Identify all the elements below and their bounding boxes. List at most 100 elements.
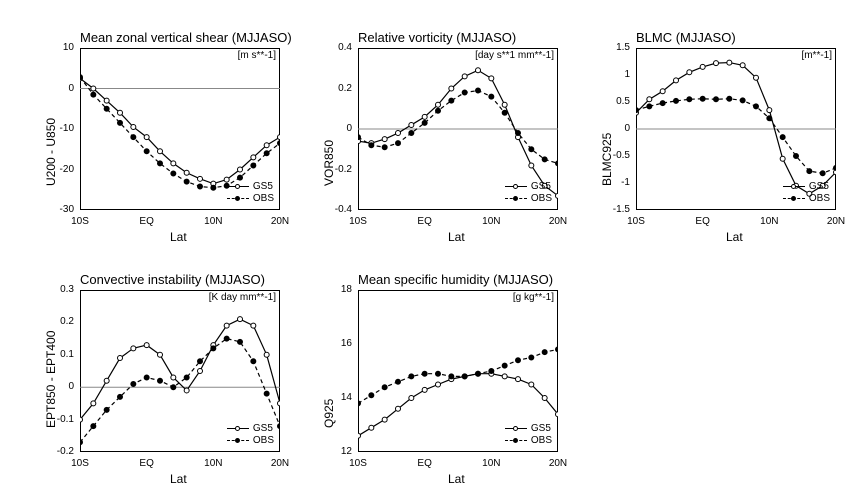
obs-marker <box>636 108 639 113</box>
obs-marker <box>727 96 732 101</box>
legend-label: GS5 <box>809 181 829 192</box>
obs-marker <box>714 97 719 102</box>
gs5-marker <box>184 170 189 175</box>
obs-marker <box>674 98 679 103</box>
y-tick-label: -0.4 <box>322 204 352 215</box>
obs-marker <box>264 391 269 396</box>
obs-marker <box>171 385 176 390</box>
y-tick-label: 0 <box>322 123 352 134</box>
obs-marker <box>542 157 547 162</box>
legend-swatch <box>505 440 527 441</box>
obs-marker <box>529 355 534 360</box>
obs-marker <box>131 381 136 386</box>
legend-label: OBS <box>253 193 274 204</box>
gs5-marker <box>158 149 163 154</box>
y-tick-label: -1.5 <box>600 204 630 215</box>
obs-line <box>358 91 558 164</box>
y-tick-label: 16 <box>322 338 352 349</box>
obs-marker <box>422 120 427 125</box>
legend-marker-icon <box>235 196 240 201</box>
obs-marker <box>104 407 109 412</box>
gs5-marker <box>687 70 692 75</box>
obs-marker <box>198 184 203 189</box>
panel-p1: Mean zonal vertical shear (MJJASO)[m s**… <box>80 48 280 210</box>
gs5-marker <box>382 137 387 142</box>
legend: GS5OBS <box>505 422 552 446</box>
legend-item: GS5 <box>227 180 274 192</box>
obs-marker <box>516 131 521 136</box>
gs5-marker <box>144 343 149 348</box>
y-tick-label: -1 <box>600 177 630 188</box>
gs5-marker <box>502 374 507 379</box>
legend-label: OBS <box>531 435 552 446</box>
x-tick-label: 10N <box>201 458 225 469</box>
obs-marker <box>251 359 256 364</box>
obs-marker <box>171 171 176 176</box>
obs-marker <box>422 371 427 376</box>
obs-marker <box>396 141 401 146</box>
legend-marker-icon <box>513 184 518 189</box>
obs-marker <box>489 369 494 374</box>
obs-line <box>358 349 558 403</box>
y-tick-label: 0.2 <box>322 83 352 94</box>
obs-marker <box>660 101 665 106</box>
gs5-marker <box>489 76 494 81</box>
y-tick-label: 0.3 <box>44 284 74 295</box>
legend-label: OBS <box>253 435 274 446</box>
obs-marker <box>767 116 772 121</box>
gs5-marker <box>238 167 243 172</box>
gs5-marker <box>224 323 229 328</box>
obs-marker <box>91 424 96 429</box>
gs5-marker <box>171 375 176 380</box>
legend-item: GS5 <box>783 180 830 192</box>
obs-marker <box>158 161 163 166</box>
gs5-marker <box>409 396 414 401</box>
legend-item: OBS <box>505 192 552 204</box>
obs-marker <box>369 143 374 148</box>
gs5-marker <box>516 377 521 382</box>
legend-item: GS5 <box>505 422 552 434</box>
obs-marker <box>754 104 759 109</box>
x-tick-label: 10S <box>624 216 648 227</box>
x-tick-label: 20N <box>268 458 292 469</box>
obs-marker <box>449 98 454 103</box>
obs-marker <box>278 141 281 146</box>
gs5-marker <box>118 356 123 361</box>
obs-line <box>636 99 836 174</box>
legend-marker-icon <box>513 196 518 201</box>
obs-marker <box>687 97 692 102</box>
gs5-marker <box>238 317 243 322</box>
y-tick-label: 0.5 <box>600 96 630 107</box>
gs5-marker <box>436 102 441 107</box>
obs-marker <box>80 75 83 80</box>
x-tick-label: 20N <box>546 458 570 469</box>
y-tick-label: 0 <box>600 123 630 134</box>
legend-item: OBS <box>783 192 830 204</box>
obs-marker <box>80 440 83 445</box>
obs-marker <box>251 163 256 168</box>
legend-swatch <box>783 186 805 187</box>
obs-marker <box>396 379 401 384</box>
obs-marker <box>476 371 481 376</box>
obs-marker <box>118 120 123 125</box>
obs-marker <box>834 165 837 170</box>
obs-marker <box>369 393 374 398</box>
legend-marker-icon <box>513 426 518 431</box>
obs-marker <box>158 378 163 383</box>
obs-marker <box>278 424 281 429</box>
gs5-marker <box>91 401 96 406</box>
obs-marker <box>807 169 812 174</box>
obs-marker <box>502 363 507 368</box>
obs-marker <box>238 339 243 344</box>
obs-marker <box>700 96 705 101</box>
obs-marker <box>476 88 481 93</box>
obs-marker <box>358 135 361 140</box>
legend-swatch <box>227 198 249 199</box>
legend-marker-icon <box>235 426 240 431</box>
gs5-marker <box>714 61 719 66</box>
x-axis-label: Lat <box>170 472 187 486</box>
x-tick-label: EQ <box>135 216 159 227</box>
x-tick-label: EQ <box>413 458 437 469</box>
obs-marker <box>211 346 216 351</box>
obs-marker <box>556 161 559 166</box>
